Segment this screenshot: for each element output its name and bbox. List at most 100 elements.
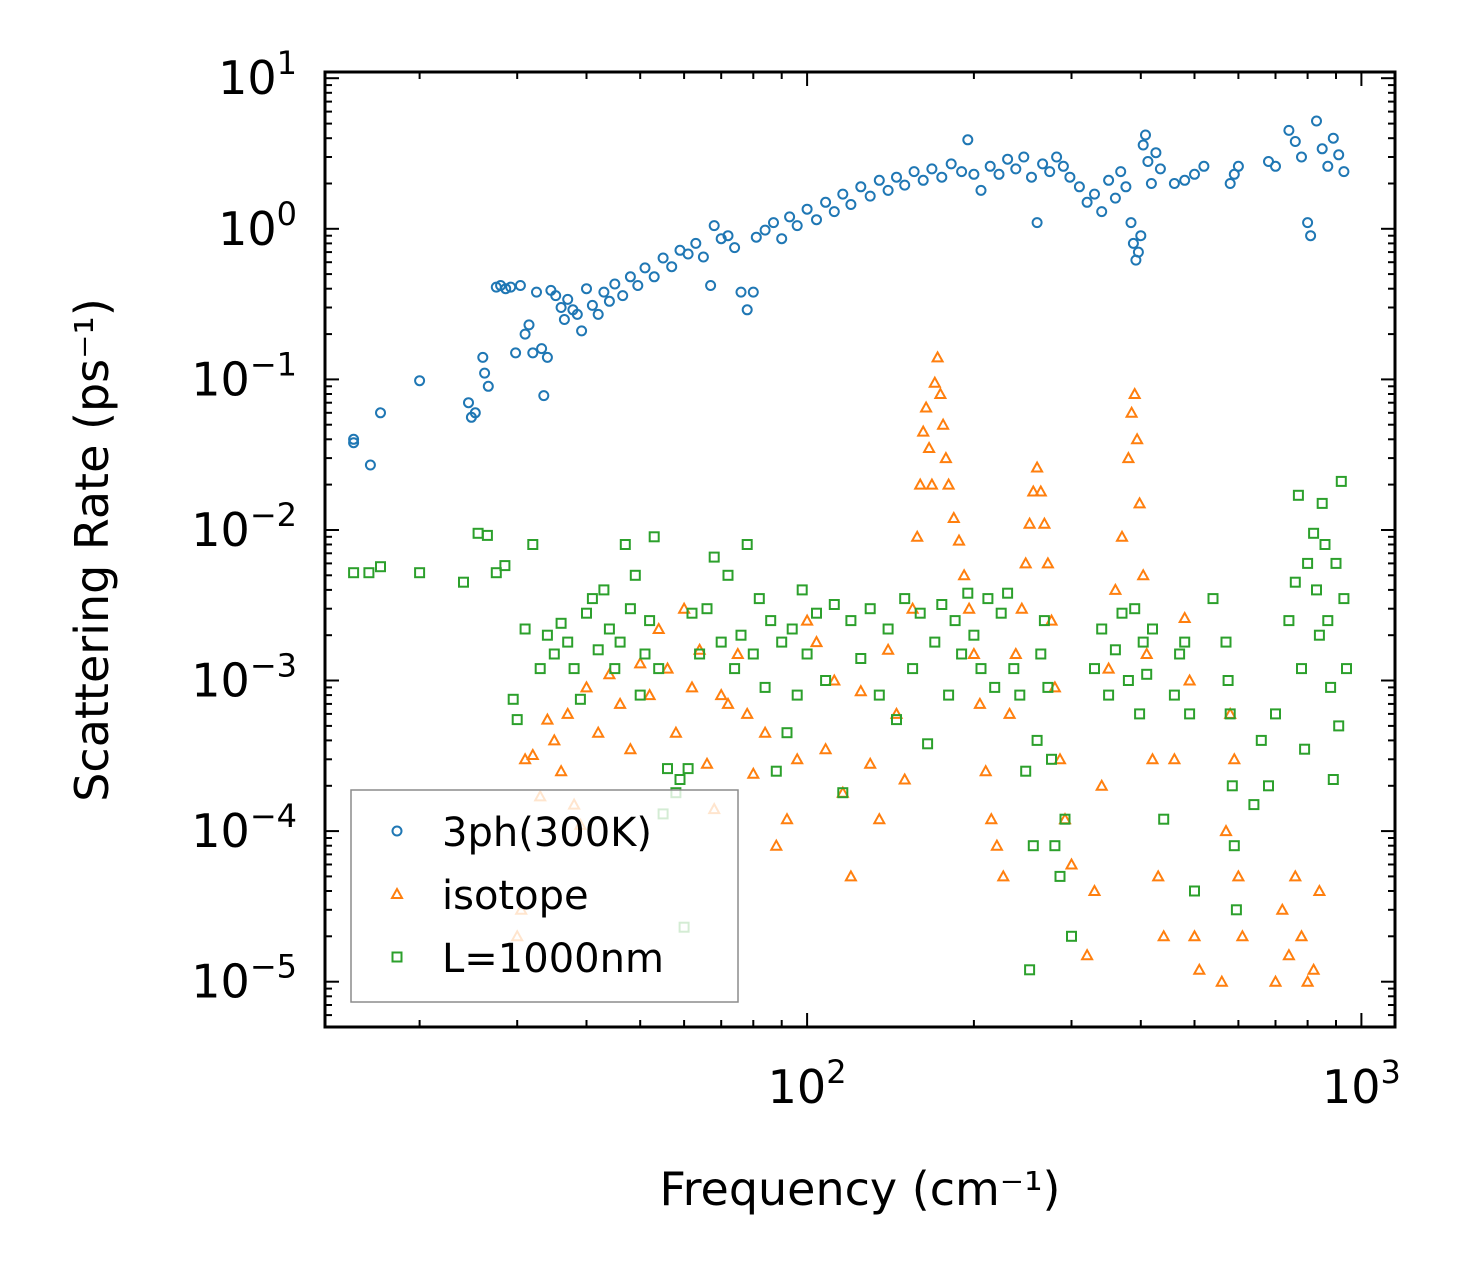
data-point: [996, 869, 1010, 882]
data-point: [669, 725, 683, 738]
data-point: [917, 174, 929, 186]
data-point: [741, 539, 753, 550]
data-point: [348, 567, 360, 579]
data-point: [682, 763, 694, 775]
data-point: [527, 347, 539, 359]
data-point: [1116, 607, 1128, 619]
data-point: [781, 727, 793, 739]
data-point: [1227, 752, 1241, 765]
data-point: [993, 168, 1005, 180]
data-point: [1311, 115, 1322, 127]
data-point: [790, 752, 804, 765]
data-point: [889, 706, 904, 719]
data-point: [568, 663, 580, 675]
data-point: [562, 636, 574, 648]
data-point: [697, 251, 709, 263]
data-point: [1030, 460, 1044, 473]
data-point: [837, 188, 849, 200]
data-point: [891, 714, 902, 726]
data-point: [1064, 171, 1076, 183]
legend-label-boundary: L=1000nm: [442, 936, 664, 982]
data-point: [818, 742, 833, 755]
data-point: [845, 615, 857, 627]
data-point: [936, 599, 948, 610]
data-point: [586, 593, 598, 605]
data-point: [550, 290, 562, 302]
data-point: [1125, 217, 1137, 229]
data-point: [820, 196, 832, 208]
data-point: [1130, 432, 1144, 445]
data-point: [962, 587, 974, 599]
data-point: [1220, 636, 1232, 648]
data-point: [1306, 962, 1321, 975]
data-point: [873, 174, 885, 186]
data-point: [1103, 689, 1115, 701]
y-tick-label: 10−2: [191, 496, 297, 557]
data-point: [936, 417, 950, 430]
data-point: [1081, 196, 1093, 208]
data-point: [1014, 689, 1026, 701]
data-point: [1073, 181, 1085, 193]
data-point: [364, 459, 376, 471]
y-tick-label: 10−5: [191, 948, 297, 1009]
data-point: [758, 725, 772, 738]
data-point: [482, 380, 494, 392]
data-point: [770, 765, 782, 777]
data-point: [962, 601, 976, 614]
data-point: [735, 629, 747, 641]
data-point: [943, 689, 955, 701]
data-point: [1128, 386, 1142, 399]
data-point: [989, 681, 1001, 693]
data-point: [1270, 160, 1281, 172]
data-point: [527, 539, 539, 550]
data-point: [1283, 124, 1295, 136]
data-point: [844, 869, 858, 882]
data-point: [899, 179, 911, 191]
data-point: [1282, 948, 1296, 961]
data-point: [531, 286, 542, 298]
data-point: [1327, 774, 1339, 785]
data-point: [614, 636, 626, 648]
data-point: [1027, 840, 1039, 852]
data-point: [477, 351, 489, 363]
data-point: [644, 615, 656, 627]
data-point: [1024, 964, 1036, 976]
data-point: [881, 642, 895, 655]
data-point: [922, 440, 936, 453]
data-point: [776, 636, 788, 648]
data-point: [510, 347, 522, 359]
data-point: [1037, 516, 1052, 529]
data-point: [507, 693, 519, 705]
data-point: [375, 561, 386, 573]
data-point: [1316, 497, 1328, 509]
data-point: [1184, 708, 1196, 720]
data-point: [660, 661, 675, 674]
data-point: [1189, 168, 1200, 180]
data-point: [1338, 166, 1350, 178]
data-point: [872, 812, 886, 825]
data-point: [1302, 557, 1314, 569]
data-point: [634, 689, 646, 701]
data-point: [979, 764, 993, 777]
data-point: [1151, 869, 1165, 882]
data-point: [984, 160, 996, 172]
data-point: [746, 766, 760, 779]
data-point: [750, 231, 762, 243]
data-point: [536, 343, 548, 355]
data-point: [939, 451, 953, 464]
data-point: [1135, 230, 1147, 242]
data-point: [1231, 869, 1246, 882]
data-point: [1226, 780, 1238, 792]
data-point: [791, 689, 803, 701]
data-point: [975, 663, 987, 675]
data-point: [741, 304, 753, 316]
data-point: [685, 680, 699, 693]
data-point: [1020, 765, 1032, 777]
y-tick-label: 101: [218, 44, 297, 105]
y-tick-label: 10−1: [191, 345, 297, 406]
data-point: [1018, 151, 1030, 163]
data-point: [925, 477, 939, 490]
data-point: [1080, 948, 1094, 961]
data-point: [1312, 883, 1327, 896]
data-point: [930, 350, 945, 363]
